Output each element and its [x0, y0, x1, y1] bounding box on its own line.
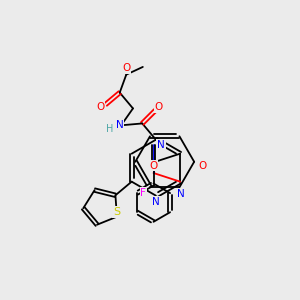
- Text: O: O: [154, 102, 163, 112]
- Text: N: N: [177, 189, 185, 199]
- Text: N: N: [116, 120, 124, 130]
- Text: H: H: [106, 124, 114, 134]
- Text: O: O: [198, 161, 206, 171]
- Text: O: O: [122, 63, 130, 73]
- Text: S: S: [113, 207, 121, 217]
- Text: O: O: [149, 160, 158, 171]
- Text: N: N: [157, 140, 165, 150]
- Text: N: N: [152, 196, 160, 206]
- Text: O: O: [96, 102, 105, 112]
- Text: F: F: [140, 188, 146, 198]
